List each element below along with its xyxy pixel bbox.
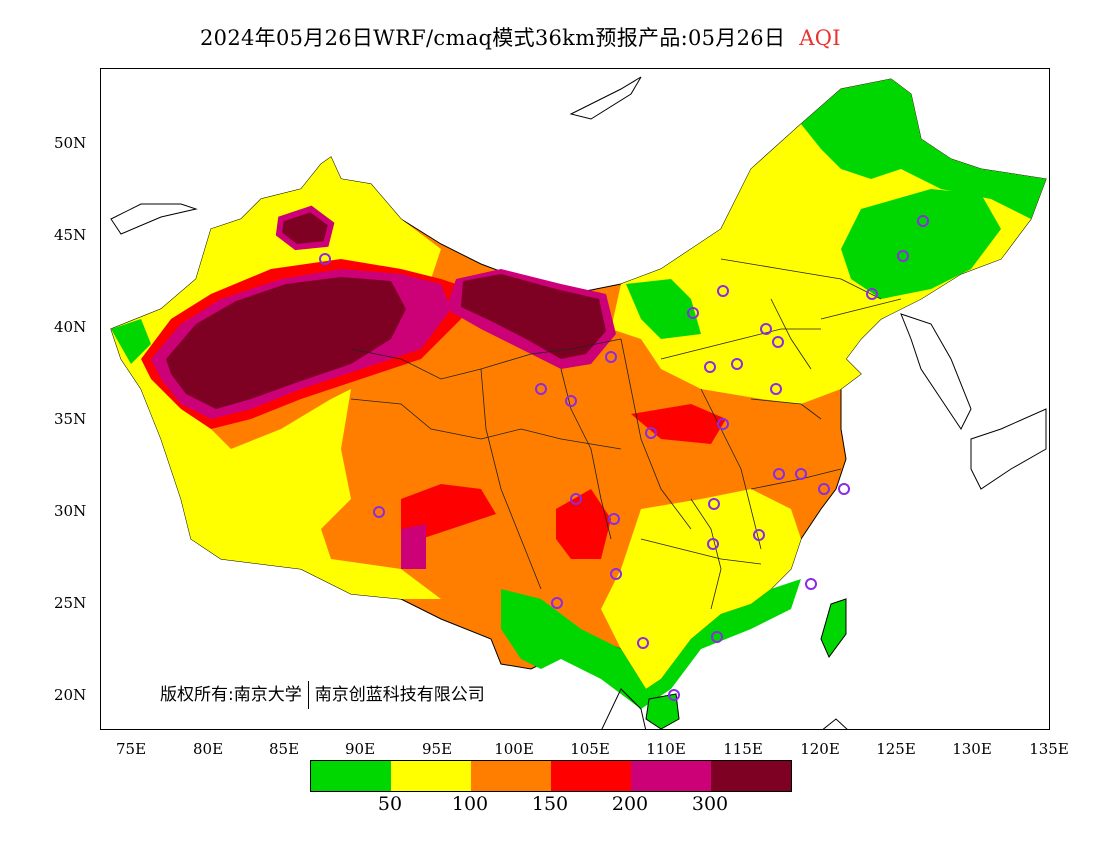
title-main: 2024年05月26日WRF/cmaq模式36km预报产品:05月26日 bbox=[200, 26, 786, 50]
map-title: 2024年05月26日WRF/cmaq模式36km预报产品:05月26日 AQI bbox=[200, 22, 841, 52]
lon-label: 115E bbox=[723, 740, 763, 758]
station-marker bbox=[687, 307, 699, 319]
legend-tick: 300 bbox=[691, 793, 729, 815]
station-marker bbox=[772, 336, 784, 348]
lon-label: 125E bbox=[876, 740, 916, 758]
red-zone-sichuan bbox=[556, 489, 611, 559]
copyright-divider bbox=[307, 681, 309, 709]
station-marker bbox=[753, 529, 765, 541]
green-zone-xinjiang bbox=[111, 319, 151, 364]
station-marker bbox=[551, 597, 563, 609]
station-marker bbox=[608, 513, 620, 525]
legend-swatch bbox=[391, 761, 471, 791]
map-frame bbox=[100, 68, 1050, 730]
vietnam-coast bbox=[601, 688, 647, 729]
aqi-map bbox=[110, 76, 1047, 729]
station-marker bbox=[707, 538, 719, 550]
copyright-suffix: 南京创蓝科技有限公司 bbox=[314, 685, 485, 705]
lon-label: 120E bbox=[800, 740, 840, 758]
copyright-notice: 版权所有:南京大学 南京创蓝科技有限公司 bbox=[160, 680, 485, 709]
station-marker bbox=[760, 323, 772, 335]
lat-label: 50N bbox=[54, 134, 87, 152]
station-marker bbox=[605, 351, 617, 363]
legend-swatch bbox=[311, 761, 391, 791]
station-marker bbox=[373, 506, 385, 518]
lon-label: 110E bbox=[646, 740, 686, 758]
station-marker bbox=[717, 418, 729, 430]
maroon-zone-alxa bbox=[461, 274, 606, 359]
station-marker bbox=[708, 498, 720, 510]
aqi-legend bbox=[310, 760, 792, 792]
purple-zone-tibet bbox=[401, 524, 426, 569]
lat-label: 40N bbox=[54, 318, 87, 336]
lon-label: 135E bbox=[1029, 740, 1069, 758]
legend-swatch bbox=[631, 761, 711, 791]
station-marker bbox=[610, 568, 622, 580]
station-marker bbox=[897, 250, 909, 262]
green-zone-mongolia bbox=[626, 279, 701, 339]
lat-label: 35N bbox=[54, 410, 87, 428]
station-marker bbox=[805, 578, 817, 590]
title-variable: AQI bbox=[799, 26, 841, 50]
lat-label: 45N bbox=[54, 226, 87, 244]
lat-label: 30N bbox=[54, 502, 87, 520]
station-marker bbox=[770, 383, 782, 395]
lon-label: 95E bbox=[421, 740, 453, 758]
station-marker bbox=[866, 288, 878, 300]
lake-baikal bbox=[569, 76, 642, 120]
lon-label: 100E bbox=[494, 740, 534, 758]
maroon-zone-junggar bbox=[275, 205, 335, 251]
station-marker bbox=[668, 689, 680, 701]
green-zone-south bbox=[501, 579, 801, 709]
lat-label: 20N bbox=[54, 686, 87, 704]
station-marker bbox=[795, 468, 807, 480]
taiwan bbox=[820, 598, 847, 658]
station-marker bbox=[704, 361, 716, 373]
station-marker bbox=[565, 395, 577, 407]
korea-japan-coast bbox=[900, 313, 972, 430]
legend-tick: 50 bbox=[377, 793, 403, 815]
lon-label: 75E bbox=[115, 740, 147, 758]
balkhash-coast bbox=[110, 203, 198, 235]
station-markers bbox=[319, 215, 929, 701]
lon-label: 80E bbox=[192, 740, 224, 758]
lon-label: 85E bbox=[268, 740, 300, 758]
lon-label: 105E bbox=[570, 740, 610, 758]
lon-label: 130E bbox=[952, 740, 992, 758]
maroon-zone-taklimakan bbox=[166, 277, 406, 409]
station-marker bbox=[717, 285, 729, 297]
legend-swatch bbox=[471, 761, 551, 791]
station-marker bbox=[917, 215, 929, 227]
legend-tick: 150 bbox=[531, 793, 569, 815]
lon-label: 90E bbox=[344, 740, 376, 758]
station-marker bbox=[570, 493, 582, 505]
copyright-prefix: 版权所有:南京大学 bbox=[160, 685, 302, 705]
station-marker bbox=[535, 383, 547, 395]
japan-coast bbox=[970, 408, 1047, 490]
yellow-zone-south bbox=[601, 489, 801, 689]
lat-label: 25N bbox=[54, 594, 87, 612]
hainan bbox=[645, 693, 680, 729]
station-marker bbox=[319, 253, 331, 265]
legend-tick: 200 bbox=[611, 793, 649, 815]
station-marker bbox=[711, 631, 723, 643]
legend-swatch bbox=[711, 761, 791, 791]
station-marker bbox=[838, 483, 850, 495]
green-zone-inner bbox=[841, 189, 1001, 299]
station-marker bbox=[637, 637, 649, 649]
green-zone-northeast bbox=[801, 79, 1046, 219]
legend-swatch bbox=[551, 761, 631, 791]
station-marker bbox=[731, 358, 743, 370]
legend-tick: 100 bbox=[451, 793, 489, 815]
red-zone-henan bbox=[631, 404, 726, 444]
province-borders bbox=[350, 258, 902, 610]
station-marker bbox=[645, 427, 657, 439]
station-marker bbox=[773, 468, 785, 480]
philippines-coast bbox=[822, 718, 848, 729]
station-marker bbox=[818, 483, 830, 495]
